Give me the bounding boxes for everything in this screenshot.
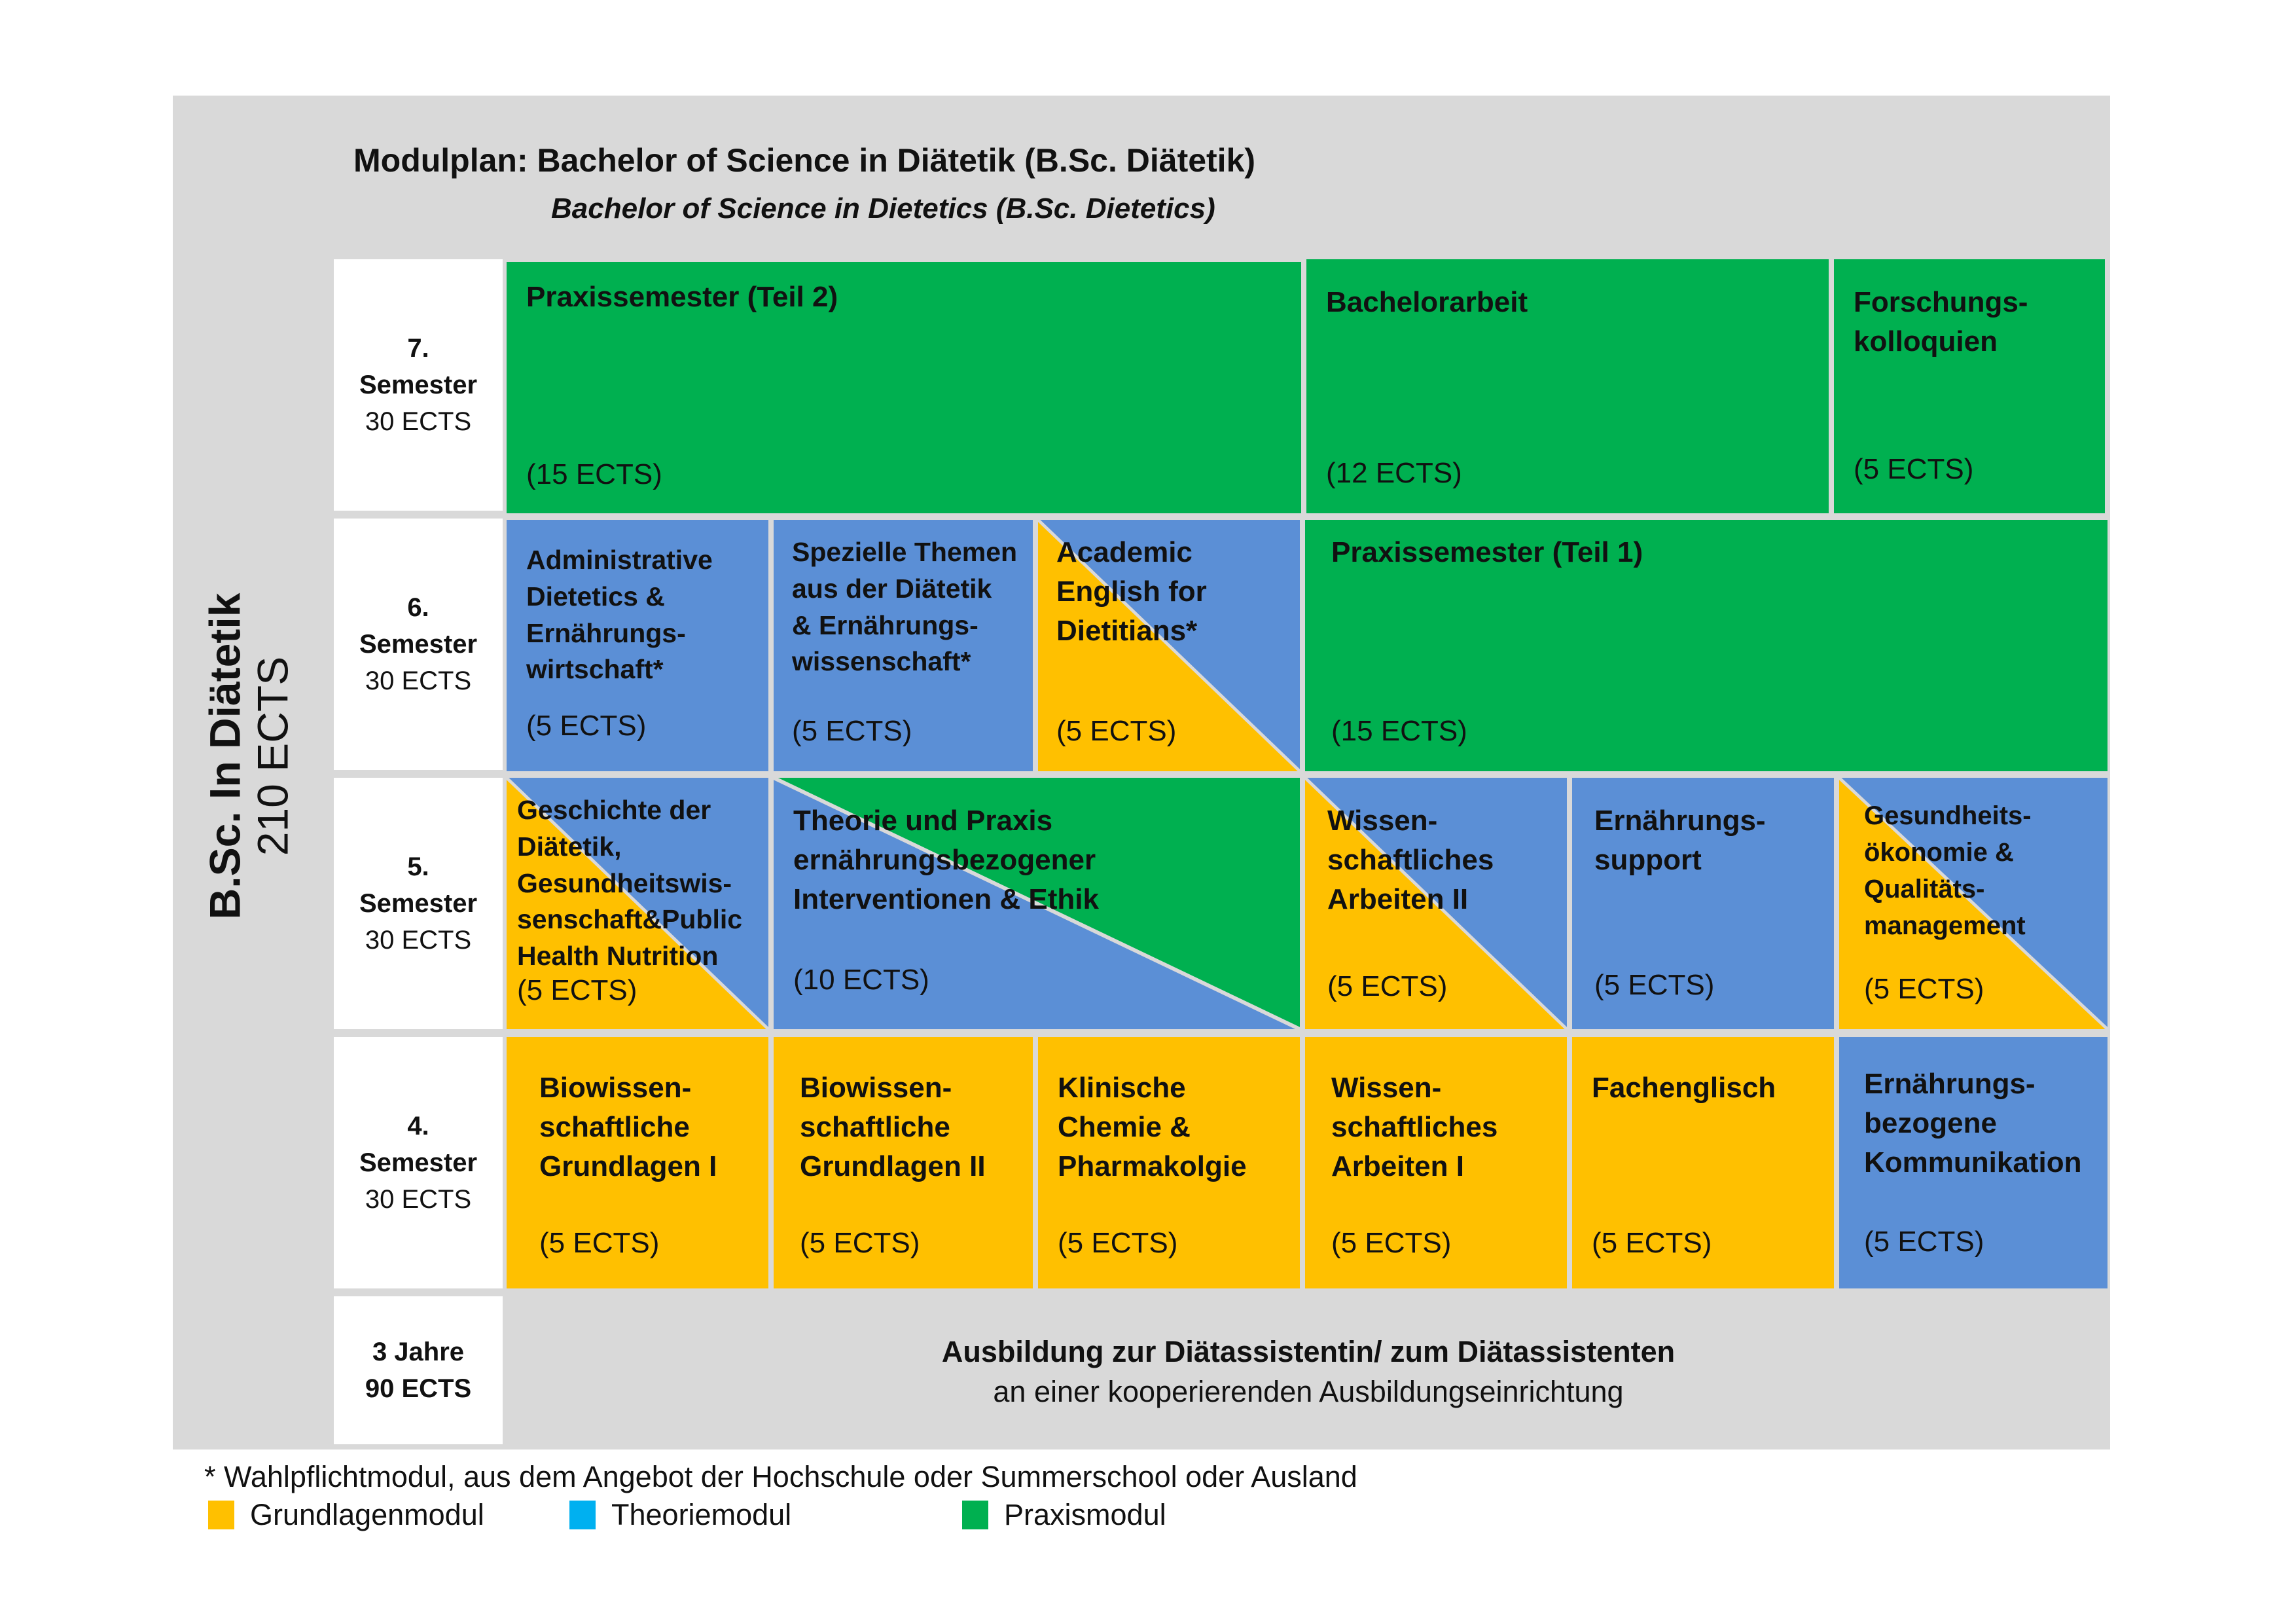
grundlagen-triangle	[1305, 778, 1567, 1029]
module-wissenschaftliches-arbeiten-1: Wissen- schaftliches Arbeiten I (5 ECTS)	[1305, 1037, 1567, 1288]
module-ects: (5 ECTS)	[1056, 715, 1177, 747]
legend-theorie: Theoriemodul	[569, 1498, 791, 1532]
module-administrative-dietetics: Administrative Dietetics & Ernährungs- w…	[507, 520, 768, 771]
semester-label-7: 7. Semester 30 ECTS	[334, 259, 503, 511]
training-years: 3 Jahre	[372, 1338, 465, 1366]
module-praxissemester-teil-1: Praxissemester (Teil 1) (15 ECTS)	[1305, 520, 2108, 771]
module-gesundheitsoekonomie: Gesundheits- ökonomie & Qualitäts- manag…	[1839, 778, 2108, 1029]
module-ects: (5 ECTS)	[526, 710, 647, 742]
grundlagen-triangle	[1038, 520, 1300, 771]
module-academic-english: Academic English for Dietitians* (5 ECTS…	[1038, 520, 1300, 771]
module-ernaehrungsbezogene-kommunikation: Ernährungs- bezogene Kommunikation (5 EC…	[1839, 1037, 2108, 1288]
module-theorie-und-praxis: Theorie und Praxis ernährungsbezogener I…	[774, 778, 1300, 1029]
semester-number: 7.	[407, 334, 429, 363]
semester-label-5: 5. Semester 30 ECTS	[334, 778, 503, 1029]
module-ects: (12 ECTS)	[1326, 457, 1462, 489]
module-ects: (5 ECTS)	[1864, 1226, 1984, 1258]
semester-number: 4.	[407, 1112, 429, 1140]
module-ects: (15 ECTS)	[1331, 715, 1467, 747]
module-ects: (5 ECTS)	[792, 715, 912, 747]
semester-number: 5.	[407, 852, 429, 881]
legend-grundlagen: Grundlagenmodul	[208, 1498, 484, 1532]
module-praxissemester-teil-2: Praxissemester (Teil 2) (15 ECTS)	[507, 262, 1301, 513]
module-title: Praxissemester (Teil 2)	[526, 281, 838, 313]
semester-word: Semester	[359, 889, 478, 918]
module-biowissenschaftliche-grundlagen-1: Biowissen- schaftliche Grundlagen I (5 E…	[507, 1037, 768, 1288]
semester-word: Semester	[359, 371, 478, 399]
module-forschungskolloquien: Forschungs- kolloquien (5 ECTS)	[1834, 259, 2105, 513]
praxis-triangle	[774, 778, 1300, 1029]
semester-ects: 30 ECTS	[365, 1185, 472, 1214]
program-side-label: B.Sc. In Diätetik 210 ECTS	[200, 593, 296, 920]
module-ects: (5 ECTS)	[1854, 453, 1974, 485]
module-ects: (5 ECTS)	[1864, 973, 1984, 1005]
module-bachelorarbeit: Bachelorarbeit (12 ECTS)	[1306, 259, 1829, 513]
module-title: Administrative Dietetics & Ernährungs- w…	[526, 545, 713, 685]
module-klinische-chemie: Klinische Chemie & Pharmakolgie (5 ECTS)	[1038, 1037, 1300, 1288]
module-title: Ernährungs- bezogene Kommunikation	[1864, 1068, 2082, 1178]
page-subtitle: Bachelor of Science in Dietetics (B.Sc. …	[551, 192, 1215, 225]
legend-label: Grundlagenmodul	[250, 1498, 484, 1531]
semester-ects: 30 ECTS	[365, 666, 472, 695]
page-title: Modulplan: Bachelor of Science in Diätet…	[353, 142, 1256, 179]
module-title: Praxissemester (Teil 1)	[1331, 536, 1643, 568]
module-title: Ernährungs- support	[1594, 805, 1766, 876]
module-title: Bachelorarbeit	[1326, 286, 1528, 318]
training-info: Ausbildung zur Diätassistentin/ zum Diät…	[507, 1295, 2110, 1450]
grundlagen-triangle	[507, 778, 768, 1029]
training-ects: 90 ECTS	[365, 1374, 472, 1403]
module-title: Gesundheits- ökonomie & Qualitäts- manag…	[1864, 801, 2032, 940]
module-ects: (5 ECTS)	[1331, 1227, 1452, 1259]
module-title: Fachenglisch	[1592, 1072, 1776, 1104]
module-ernaehrungssupport: Ernährungs- support (5 ECTS)	[1572, 778, 1834, 1029]
module-title: Forschungs- kolloquien	[1854, 286, 2028, 357]
module-title: Spezielle Themen aus der Diätetik & Ernä…	[792, 537, 1018, 677]
module-ects: (5 ECTS)	[517, 974, 637, 1006]
module-title: Wissen- schaftliches Arbeiten I	[1331, 1072, 1498, 1182]
module-ects: (5 ECTS)	[1058, 1227, 1178, 1259]
training-label: 3 Jahre 90 ECTS	[334, 1296, 503, 1444]
semester-word: Semester	[359, 630, 478, 659]
footnote: * Wahlpflichtmodul, aus dem Angebot der …	[204, 1460, 1357, 1493]
semester-number: 6.	[407, 593, 429, 622]
module-title: Theorie und Praxis ernährungsbezogener I…	[793, 805, 1099, 915]
legend-praxis: Praxismodul	[962, 1498, 1166, 1532]
semester-ects: 30 ECTS	[365, 407, 472, 436]
module-spezielle-themen: Spezielle Themen aus der Diätetik & Ernä…	[774, 520, 1033, 771]
module-geschichte-der-diaetetik: Geschichte der Diätetik, Gesundheitswis-…	[507, 778, 768, 1029]
module-ects: (15 ECTS)	[526, 458, 662, 490]
training-title: Ausbildung zur Diätassistentin/ zum Diät…	[941, 1335, 1676, 1369]
module-biowissenschaftliche-grundlagen-2: Biowissen- schaftliche Grundlagen II (5 …	[774, 1037, 1033, 1288]
legend-swatch	[962, 1501, 988, 1529]
program-name: B.Sc. In Diätetik	[200, 593, 249, 920]
training-subtitle: an einer kooperierenden Ausbildungseinri…	[993, 1375, 1624, 1408]
module-title: Wissen- schaftliches Arbeiten II	[1327, 805, 1494, 915]
grundlagen-triangle	[1839, 778, 2108, 1029]
semester-label-4: 4. Semester 30 ECTS	[334, 1037, 503, 1288]
program-total-ects: 210 ECTS	[248, 656, 296, 856]
module-title: Biowissen- schaftliche Grundlagen II	[800, 1072, 986, 1182]
module-ects: (5 ECTS)	[800, 1227, 920, 1259]
module-ects: (10 ECTS)	[793, 964, 929, 996]
semester-word: Semester	[359, 1148, 478, 1177]
legend-label: Praxismodul	[1004, 1498, 1166, 1531]
module-fachenglisch: Fachenglisch (5 ECTS)	[1572, 1037, 1834, 1288]
semester-label-6: 6. Semester 30 ECTS	[334, 519, 503, 770]
module-wissenschaftliches-arbeiten-2: Wissen- schaftliches Arbeiten II (5 ECTS…	[1305, 778, 1567, 1029]
semester-ects: 30 ECTS	[365, 926, 472, 955]
module-title: Klinische Chemie & Pharmakolgie	[1058, 1072, 1247, 1182]
module-title: Geschichte der Diätetik, Gesundheitswis-…	[517, 795, 743, 971]
module-ects: (5 ECTS)	[1592, 1227, 1712, 1259]
module-ects: (5 ECTS)	[1327, 970, 1448, 1002]
module-ects: (5 ECTS)	[539, 1227, 660, 1259]
legend-swatch	[569, 1501, 596, 1529]
module-ects: (5 ECTS)	[1594, 969, 1715, 1001]
legend-swatch	[208, 1501, 234, 1529]
legend-label: Theoriemodul	[611, 1498, 792, 1531]
module-title: Biowissen- schaftliche Grundlagen I	[539, 1072, 717, 1182]
module-title: Academic English for Dietitians*	[1056, 536, 1207, 647]
